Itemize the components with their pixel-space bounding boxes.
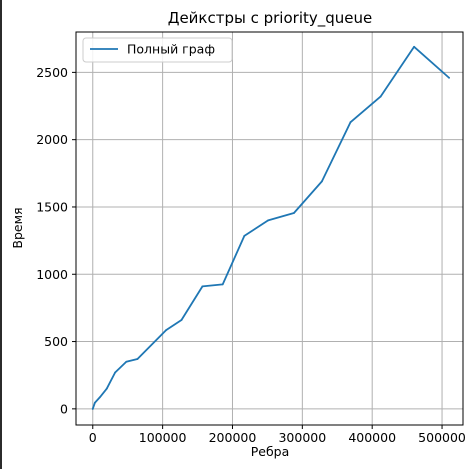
data-point: [114, 371, 117, 374]
x-tick-label: 400000: [348, 430, 396, 445]
data-point: [448, 76, 450, 79]
y-axis-label: Время: [10, 207, 25, 248]
chart-title: Дейкстры с priority_queue: [168, 9, 373, 28]
x-tick-label: 0: [89, 430, 97, 445]
x-tick-label: 500000: [418, 430, 466, 445]
data-point: [320, 180, 323, 183]
x-tick-label: 200000: [209, 430, 257, 445]
data-point: [243, 235, 246, 237]
data-point: [136, 358, 139, 360]
legend: Полный граф: [82, 37, 233, 63]
data-point: [165, 329, 168, 332]
x-axis-label: Ребра: [251, 444, 290, 459]
data-point: [413, 45, 416, 48]
data-point: [201, 285, 204, 288]
y-tick-label: 2000: [36, 132, 68, 147]
data-point: [125, 360, 128, 363]
data-point: [293, 212, 295, 214]
plot-frame: [75, 31, 464, 426]
y-tick-label: 2500: [36, 65, 68, 80]
y-tick-label: 1500: [36, 199, 68, 214]
y-tick-label: 500: [44, 334, 68, 349]
data-point: [267, 219, 270, 222]
y-tick-label: 0: [60, 401, 68, 416]
data-point: [221, 283, 224, 286]
data-point: [379, 95, 382, 98]
x-axis-ticks: 0 100000 200000 300000 400000 500000: [89, 425, 466, 445]
y-axis-ticks: 0 500 1000 1500 2000 2500: [36, 65, 76, 416]
window-left-border: [0, 0, 2, 469]
x-tick-label: 100000: [139, 430, 187, 445]
data-point: [180, 319, 183, 321]
data-point: [93, 401, 96, 404]
x-tick-label: 300000: [278, 430, 326, 445]
data-point: [349, 121, 352, 124]
series-layer: [91, 45, 450, 410]
data-point: [105, 387, 108, 390]
grid-lines: [76, 32, 463, 425]
data-point: [91, 407, 94, 410]
plot-area: [76, 32, 463, 425]
data-point: [98, 396, 101, 399]
y-tick-label: 1000: [36, 267, 68, 282]
legend-box: [82, 37, 233, 63]
legend-label: Полный граф: [127, 42, 215, 57]
